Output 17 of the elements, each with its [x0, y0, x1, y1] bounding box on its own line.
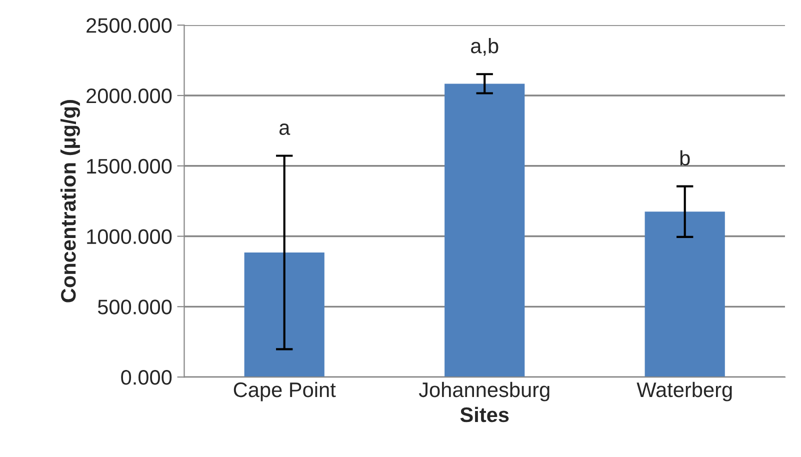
x-tick-label: Cape Point — [234, 382, 336, 402]
bar — [644, 212, 725, 378]
annotation: a — [279, 124, 290, 135]
x-tick-label: Johannesburg — [418, 382, 550, 402]
bar — [444, 84, 525, 378]
annotation: a,b — [471, 38, 498, 56]
annotation: b — [680, 150, 690, 166]
y-tick-label: 2000.000 — [86, 88, 172, 104]
x-axis-title: Sites — [460, 406, 509, 422]
y-tick-label: 500.000 — [98, 300, 172, 314]
y-axis-title: Concentration (µg/g) — [60, 100, 80, 302]
bar — [244, 252, 324, 378]
x-tick-label: Waterberg — [636, 382, 732, 402]
y-tick-label: 1000.000 — [87, 229, 172, 244]
y-tick-label: 2500.000 — [86, 18, 172, 33]
y-tick-label: 1500.000 — [87, 158, 172, 174]
y-tick-label: 0.000 — [121, 370, 172, 385]
